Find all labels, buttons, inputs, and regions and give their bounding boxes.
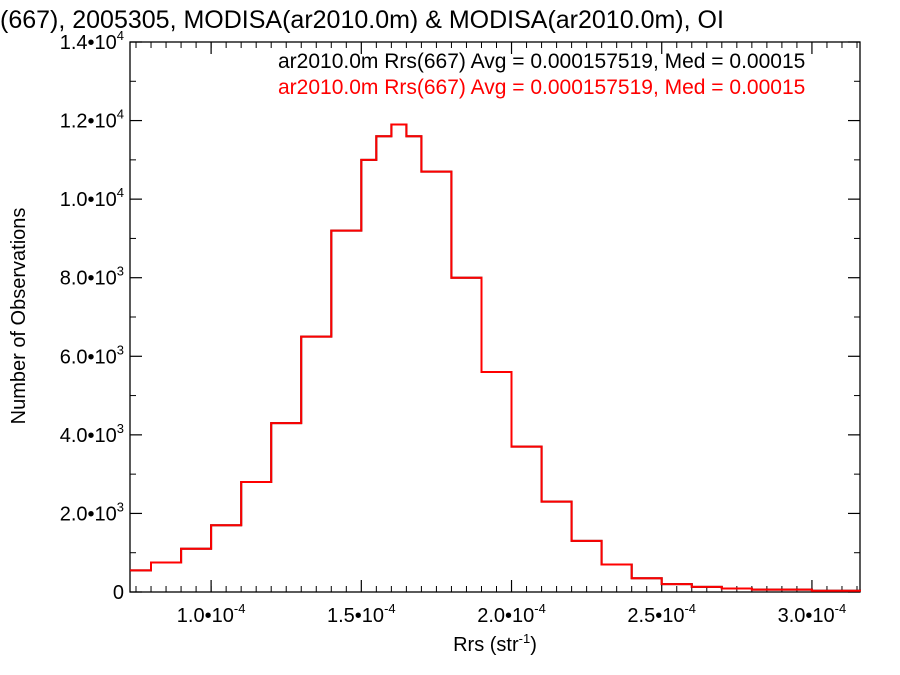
y-tick-label: 1.2•104 bbox=[60, 107, 124, 133]
x-tick-label: 3.0•10-4 bbox=[778, 601, 847, 627]
legend: ar2010.0m Rrs(667) Avg = 0.000157519, Me… bbox=[278, 50, 805, 99]
y-axis-label: Number of Observations bbox=[8, 208, 30, 425]
x-tick-label: 1.0•10-4 bbox=[177, 601, 246, 627]
legend-entry: ar2010.0m Rrs(667) Avg = 0.000157519, Me… bbox=[278, 50, 805, 73]
axes bbox=[129, 41, 861, 593]
y-tick-label: 6.0•103 bbox=[60, 342, 124, 368]
x-tick-label: 1.5•10-4 bbox=[327, 601, 396, 627]
x-tick-label: 2.0•10-4 bbox=[477, 601, 546, 627]
x-tick-label: 2.5•10-4 bbox=[627, 601, 696, 627]
series-line-0 bbox=[130, 123, 861, 592]
y-tick-label: 8.0•103 bbox=[60, 264, 124, 290]
plot-frame bbox=[129, 41, 861, 593]
axis-ticks: 1.0•10-4 1.5•10-4 2.0•10-4 2.5•10-4 3.0•10-4… bbox=[60, 28, 860, 627]
series-line-1 bbox=[130, 123, 861, 592]
y-tick-label: 1.0•104 bbox=[60, 185, 124, 211]
y-tick-label: 0 bbox=[113, 582, 124, 604]
series-lines bbox=[130, 123, 861, 592]
y-tick-label: 2.0•103 bbox=[60, 499, 124, 525]
chart-title: (667), 2005305, MODISA(ar2010.0m) & MODI… bbox=[0, 6, 724, 34]
legend-entry: ar2010.0m Rrs(667) Avg = 0.000157519, Me… bbox=[278, 76, 805, 99]
y-tick-label: 4.0•103 bbox=[60, 421, 124, 447]
y-tick-label: 1.4•104 bbox=[60, 28, 124, 54]
x-axis-label: Rrs (str-1) bbox=[453, 631, 537, 656]
